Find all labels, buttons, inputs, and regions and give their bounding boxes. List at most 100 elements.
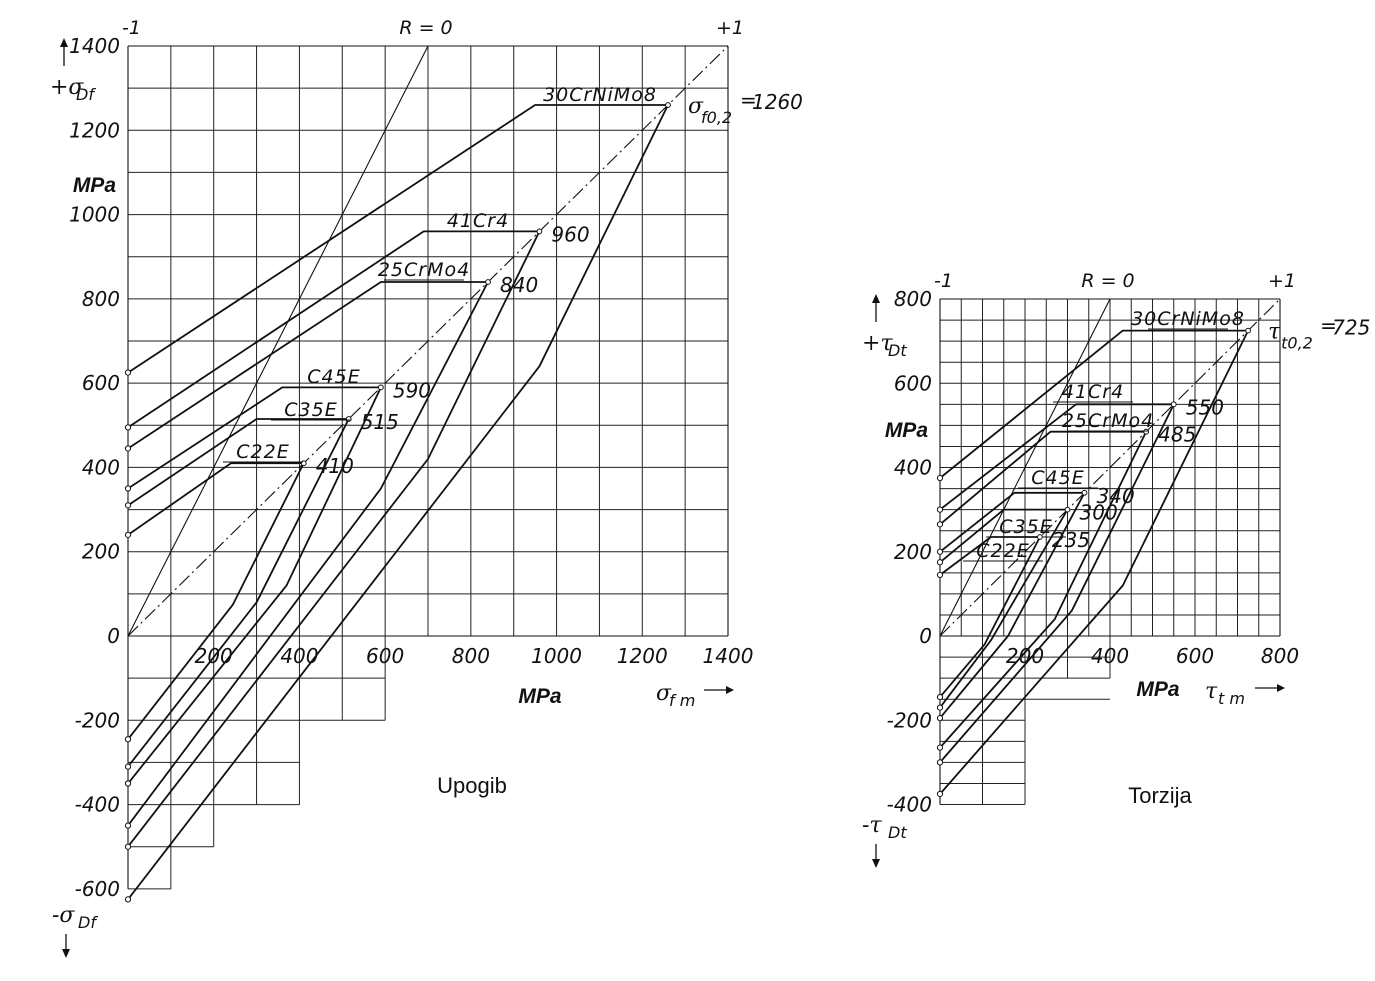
series-start-point: [124, 531, 132, 538]
chart-title: Upogib: [437, 773, 507, 798]
series-apex-point: [1245, 327, 1252, 334]
series-end-point: [936, 704, 944, 711]
yield-equals: =: [1320, 314, 1337, 338]
series-name-label: C45E: [1031, 467, 1084, 489]
r-zero-line: [127, 45, 429, 637]
y-neg-axis-subscript: Dt: [888, 823, 907, 842]
chart-title: Torzija: [1128, 783, 1192, 808]
series-30crnimo8: 30CrNiMo8 σf0,2=1260: [124, 84, 803, 903]
y-tick-label: 200: [82, 540, 120, 564]
y-tick-label: -600: [75, 877, 120, 901]
series-end-point: [124, 896, 132, 903]
series-end-point: [124, 763, 132, 770]
series-name-label: 41Cr4: [447, 210, 509, 232]
series-value-label: 550: [1186, 395, 1224, 419]
y-tick-label: 0: [107, 624, 120, 648]
series-apex-point: [1064, 506, 1071, 513]
series-41cr4: 41Cr4 960: [124, 210, 590, 850]
series-start-point: [936, 571, 944, 579]
series-end-point: [936, 744, 944, 751]
series-start-point: [124, 445, 132, 452]
y-tick-label: -200: [887, 708, 932, 732]
series-name-label: 30CrNiMo8: [1131, 308, 1245, 330]
y-unit-label: MPa: [73, 174, 117, 197]
series-value-label: 300: [1080, 501, 1118, 525]
series-c35e: C35E 515: [124, 399, 399, 770]
y-neg-axis-symbol: -σ: [52, 903, 75, 928]
series-value-label: 590: [393, 378, 431, 402]
y-tick-label: 1200: [69, 118, 120, 142]
series-apex-point: [1170, 401, 1177, 408]
x-tick-label: 600: [1176, 644, 1214, 668]
series-end-point: [936, 715, 944, 722]
series-value-label: 1260: [752, 90, 803, 114]
series-start-point: [124, 485, 132, 492]
series-value-label: 485: [1158, 423, 1196, 447]
y-pos-axis-subscript: Dt: [888, 341, 907, 360]
x-tick-label: 400: [280, 644, 318, 668]
series-name-label: C35E: [284, 399, 337, 421]
y-tick-label: 1000: [69, 203, 120, 227]
x-axis-subscript: f m: [669, 691, 695, 710]
series-start-point: [124, 424, 132, 431]
series-name-label: C22E: [236, 441, 289, 463]
x-axis-arrowhead: [1277, 684, 1285, 692]
series-name-label: C45E: [307, 366, 360, 388]
series-end-point: [124, 822, 132, 829]
yield-subscript: f0,2: [701, 108, 732, 127]
y-tick-label: 600: [894, 371, 932, 395]
series-25crmo4: 25CrMo4 840: [124, 259, 538, 829]
y-tick-label: 600: [82, 371, 120, 395]
y-tick-label: -400: [887, 793, 932, 817]
yield-symbol: τ: [1268, 320, 1281, 345]
series-41cr4: 41Cr4 550: [936, 381, 1224, 766]
series-apex-point: [1036, 534, 1043, 540]
y-tick-label: 400: [894, 456, 932, 480]
series-start-point: [936, 506, 944, 513]
series-start-point: [124, 502, 132, 509]
series-name-label: 25CrMo4: [1062, 410, 1154, 432]
x-unit-label: MPa: [518, 685, 562, 708]
y-pos-arrowhead: [872, 294, 880, 303]
y-tick-label: 800: [894, 287, 932, 311]
series-apex-point: [665, 102, 671, 108]
x-tick-label: 600: [366, 644, 404, 668]
series-c45e: C45E 590: [124, 366, 431, 787]
series-value-label: 840: [500, 273, 538, 297]
series-name-label: 41Cr4: [1062, 381, 1124, 403]
r-zero-line: [939, 298, 1111, 637]
x-tick-label: 400: [1091, 644, 1129, 668]
y-tick-label: -400: [75, 793, 120, 817]
series-apex-point: [536, 228, 543, 235]
y-tick-label: 200: [894, 540, 932, 564]
y-neg-arrowhead: [872, 859, 880, 868]
ratio-label-minus-one: -1: [122, 17, 141, 39]
series-start-point: [936, 548, 944, 555]
ratio-label-r-zero: R = 0: [1081, 270, 1134, 292]
series-name-label: 30CrNiMo8: [543, 84, 657, 106]
bending-smith-diagram: -1 R = 0 +1 1400 1200 1000 800 600 400 200 0 -200 -4…: [50, 17, 803, 958]
x-tick-label: 1200: [617, 644, 668, 668]
series-value-label: 725: [1332, 316, 1370, 340]
r-one-line: [127, 45, 729, 637]
series-name-label: 25CrMo4: [378, 259, 470, 281]
series-value-label: 235: [1052, 528, 1090, 552]
series-value-label: 960: [551, 222, 589, 246]
series-name-label: C22E: [976, 540, 1029, 562]
x-tick-label: 1400: [703, 644, 754, 668]
series-apex-point: [1081, 489, 1088, 496]
series-value-label: 515: [361, 410, 399, 434]
series-apex-point: [485, 279, 491, 285]
series-start-point: [936, 521, 944, 528]
series-start-point: [936, 474, 944, 482]
series-c45e: C45E 340: [936, 467, 1135, 722]
series-start-point: [936, 559, 944, 566]
x-axis-symbol: τ: [1205, 679, 1218, 704]
x-axis-arrowhead: [726, 686, 734, 694]
series-c22e: C22E 410: [124, 441, 354, 743]
series-value-label: 410: [316, 454, 354, 478]
y-neg-axis-symbol: -τ: [862, 813, 882, 838]
